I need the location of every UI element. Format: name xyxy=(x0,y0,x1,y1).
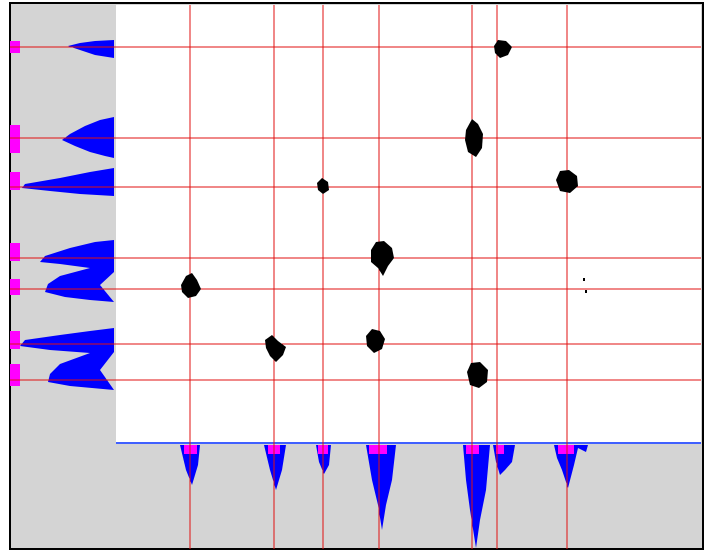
row-marker xyxy=(10,279,20,295)
row-marker xyxy=(10,364,20,386)
projection-view xyxy=(0,0,713,552)
speck xyxy=(585,290,587,293)
row-marker xyxy=(10,125,20,153)
image-area xyxy=(116,5,701,443)
column-marker xyxy=(558,445,574,454)
speck xyxy=(583,278,585,281)
row-marker xyxy=(10,331,20,349)
column-marker xyxy=(369,445,387,454)
page: {} xyxy=(0,0,713,552)
